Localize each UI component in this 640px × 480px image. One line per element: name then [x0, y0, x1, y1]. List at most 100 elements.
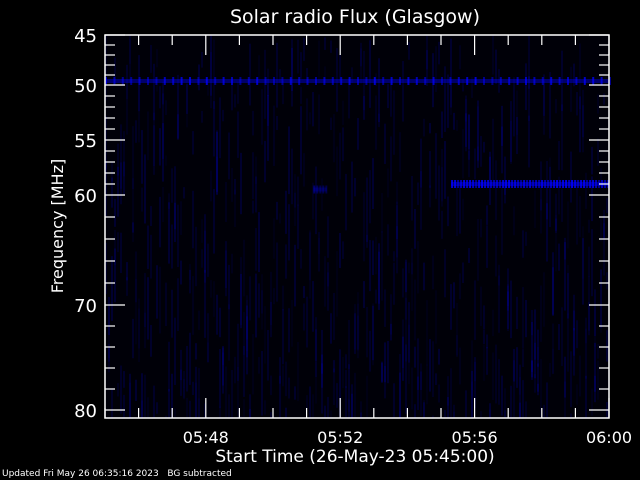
noise-cell: [171, 168, 173, 203]
noise-cell: [507, 284, 509, 332]
noise-cell: [330, 117, 332, 130]
noise-cell: [168, 341, 170, 392]
noise-cell: [390, 82, 392, 117]
noise-cell: [486, 205, 488, 225]
noise-cell: [231, 369, 233, 418]
bg-subtracted-note: BG subtracted: [167, 469, 232, 479]
noise-cell: [603, 215, 605, 240]
noise-cell: [339, 132, 341, 180]
emission-cell: [306, 77, 309, 85]
noise-cell: [474, 361, 476, 382]
noise-cell: [204, 403, 206, 418]
emission-cell: [575, 77, 578, 85]
noise-cell: [453, 112, 455, 130]
noise-cell: [288, 204, 290, 261]
noise-cell: [585, 172, 587, 209]
noise-cell: [180, 201, 182, 235]
noise-cell: [366, 234, 368, 248]
noise-cell: [516, 347, 518, 388]
emission-cell: [484, 180, 487, 188]
noise-cell: [270, 375, 272, 396]
noise-cell: [585, 317, 587, 379]
noise-cell: [237, 81, 239, 104]
noise-cell: [459, 273, 461, 300]
emission-cell: [451, 180, 454, 188]
noise-cell: [297, 176, 299, 206]
emission-cell: [550, 180, 553, 188]
noise-cell: [426, 35, 428, 70]
noise-cell: [396, 205, 398, 274]
noise-cell: [456, 302, 458, 356]
chart-title: Solar radio Flux (Glasgow): [230, 6, 480, 28]
noise-cell: [126, 277, 128, 296]
noise-cell: [387, 224, 389, 256]
noise-cell: [507, 291, 509, 311]
noise-cell: [474, 280, 476, 340]
noise-cell: [501, 375, 503, 416]
noise-cell: [264, 140, 266, 183]
noise-cell: [114, 229, 116, 266]
noise-cell: [318, 237, 320, 255]
noise-cell: [162, 93, 164, 159]
emission-cell: [558, 77, 561, 85]
noise-cell: [285, 244, 287, 279]
noise-cell: [450, 38, 452, 108]
noise-cell: [507, 285, 509, 307]
noise-cell: [174, 202, 176, 243]
noise-cell: [264, 400, 266, 415]
noise-cell: [147, 225, 149, 269]
noise-cell: [477, 100, 479, 168]
noise-cell: [123, 371, 125, 388]
emission-cell: [592, 180, 595, 188]
noise-cell: [300, 86, 302, 104]
noise-cell: [327, 272, 329, 287]
noise-cell: [561, 104, 563, 171]
noise-cell: [165, 155, 167, 166]
noise-cell: [486, 225, 488, 268]
noise-cell: [504, 156, 506, 195]
noise-cell: [354, 177, 356, 197]
noise-cell: [447, 196, 449, 227]
noise-cell: [156, 265, 158, 319]
noise-cell: [306, 296, 308, 348]
noise-cell: [132, 222, 134, 233]
emission-cell: [231, 77, 233, 85]
heatmap-background: [105, 35, 609, 418]
noise-cell: [528, 76, 530, 89]
noise-cell: [186, 345, 188, 392]
noise-cell: [111, 162, 113, 182]
noise-cell: [363, 50, 365, 111]
noise-cell: [561, 188, 563, 222]
noise-cell: [591, 176, 593, 222]
x-tick-label: 05:56: [452, 428, 498, 447]
noise-cell: [459, 347, 461, 385]
noise-cell: [435, 46, 437, 93]
noise-cell: [396, 226, 398, 240]
noise-cell: [432, 415, 434, 418]
noise-cell: [255, 228, 257, 271]
noise-cell: [369, 330, 371, 372]
noise-cell: [123, 161, 125, 196]
noise-cell: [246, 305, 248, 375]
noise-cell: [462, 262, 464, 284]
noise-cell: [483, 141, 485, 153]
noise-cell: [558, 324, 560, 351]
noise-cell: [183, 371, 185, 388]
noise-cell: [135, 379, 137, 402]
noise-cell: [282, 309, 284, 365]
noise-cell: [189, 332, 191, 385]
noise-cell: [180, 369, 182, 396]
noise-cell: [390, 294, 392, 335]
noise-cell: [240, 273, 242, 329]
noise-cell: [180, 349, 182, 381]
noise-cell: [444, 409, 446, 418]
noise-cell: [195, 343, 197, 360]
noise-cell: [336, 383, 338, 408]
noise-cell: [129, 39, 131, 64]
emission-cell: [289, 77, 292, 85]
noise-cell: [291, 148, 293, 205]
emission-cell: [323, 77, 326, 85]
noise-cell: [255, 176, 257, 213]
noise-cell: [246, 316, 248, 358]
noise-cell: [210, 280, 212, 298]
